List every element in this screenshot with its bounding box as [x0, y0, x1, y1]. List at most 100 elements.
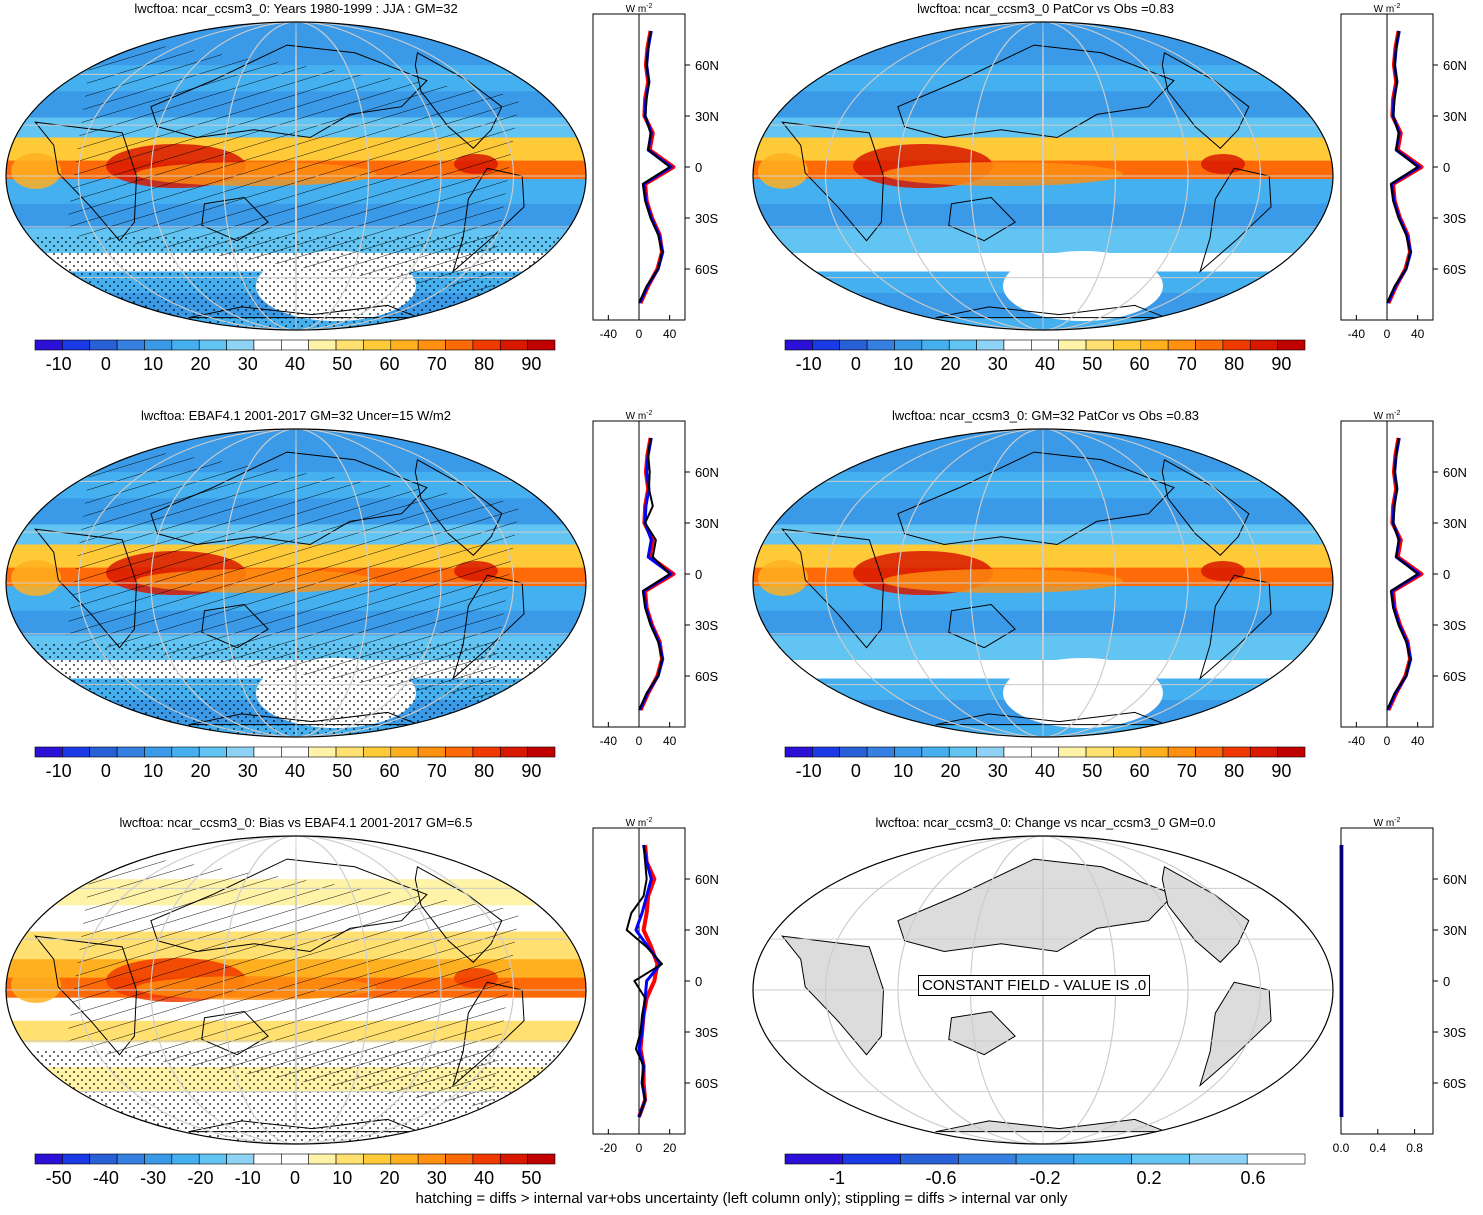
- map-border: [5, 21, 587, 331]
- africa-hot: [11, 967, 61, 1003]
- colorbar-swatch: [226, 339, 255, 351]
- colorbar-swatch: [253, 1153, 282, 1165]
- panel-2-title: lwcftoa: ncar_ccsm3_0 PatCor vs Obs =0.8…: [917, 1, 1174, 16]
- map-border: [5, 428, 587, 738]
- colorbar-tick-label: 10: [143, 354, 163, 374]
- colorbar-swatch: [1189, 1153, 1248, 1165]
- profile-line-model: [638, 437, 671, 711]
- colorbar-swatch: [198, 1153, 227, 1165]
- colorbar-tick-label: 80: [1224, 354, 1244, 374]
- profile-line-model: [1386, 437, 1419, 711]
- continent-outline: [1199, 981, 1272, 1087]
- profile-x-label: 40: [663, 327, 677, 341]
- colorbar-tick-label: -50: [46, 1168, 72, 1188]
- colorbar-tick-label: 30: [238, 354, 258, 374]
- colorbar-swatch: [812, 746, 841, 758]
- colorbar-swatch: [445, 746, 474, 758]
- colorbar-swatch: [62, 339, 91, 351]
- profile-x-label: 0.0: [1333, 1141, 1350, 1155]
- colorbar-swatch: [1167, 339, 1196, 351]
- graticule-lon: [825, 429, 1261, 737]
- colorbar-swatch: [1246, 1153, 1306, 1165]
- profile-lat-label: 30S: [695, 211, 718, 226]
- profile-lat-label: 0: [1443, 567, 1450, 582]
- continent-outline: [897, 451, 1175, 546]
- colorbar-tick-label: -10: [46, 761, 72, 781]
- graticule-lon: [897, 22, 1189, 330]
- profile-x-label: 0: [636, 734, 643, 748]
- graticule-lon: [295, 836, 297, 1144]
- continent-outline: [948, 1011, 1016, 1056]
- colorbar-swatch: [198, 339, 227, 351]
- colorbar-swatch: [784, 746, 813, 758]
- profile-lat-label: 0: [695, 974, 702, 989]
- colorbar-swatch: [171, 339, 200, 351]
- colorbar-swatch: [1277, 746, 1306, 758]
- colorbar-swatch: [281, 339, 309, 351]
- colorbar-swatch: [472, 746, 501, 758]
- map-field: [753, 22, 1333, 330]
- colorbar-swatch: [116, 339, 145, 351]
- colorbar-tick-label: 0: [101, 761, 111, 781]
- profile-x-label: -20: [600, 1141, 618, 1155]
- profile-lat-label: 60N: [1443, 58, 1467, 73]
- profile-6: 60N 30N 0 30S 60S 0.0 0.4 0.8 W m-2: [1333, 817, 1467, 1155]
- profile-lat-label: 60N: [695, 58, 719, 73]
- colorbar-swatch: [1058, 339, 1087, 351]
- colorbar-tick-label: -10: [235, 1168, 261, 1188]
- continent-outline: [1161, 459, 1250, 556]
- profile-units: W m-2: [626, 410, 653, 422]
- continent-outline: [948, 197, 1016, 242]
- colorbar-swatch: [976, 746, 1005, 758]
- profile-lat-label: 60S: [1443, 1076, 1466, 1091]
- colorbar-swatch: [1222, 339, 1251, 351]
- continent-outline: [1199, 167, 1272, 273]
- colorbar-swatch: [921, 339, 950, 351]
- colorbar-tick-label: 20: [940, 761, 960, 781]
- africa-hot: [11, 560, 61, 596]
- colorbar-swatch: [335, 1153, 364, 1165]
- profile-lat-label: 0: [1443, 160, 1450, 175]
- colorbar-tick-label: 90: [1271, 761, 1291, 781]
- colorbar-tick-label: 0.2: [1136, 1168, 1161, 1188]
- colorbar-swatch: [62, 1153, 91, 1165]
- colorbar-swatch: [1140, 339, 1169, 351]
- profile-lat-label: 0: [1443, 974, 1450, 989]
- profile-lat-label: 30S: [1443, 618, 1466, 633]
- profile-lat-label: 30N: [1443, 516, 1467, 531]
- colorbar-tick-label: 20: [190, 354, 210, 374]
- colorbar-tick-label: 60: [1130, 354, 1150, 374]
- colorbar-swatch: [527, 339, 556, 351]
- colorbar-swatch: [253, 746, 282, 758]
- colorbar-swatch: [866, 339, 895, 351]
- profile-line-model: [638, 30, 671, 304]
- colorbar-swatch: [308, 339, 337, 351]
- profile-2: 60N 30N 0 30S 60S -40 0 40 W m-2: [1340, 3, 1467, 341]
- colorbar-tick-label: 30: [238, 761, 258, 781]
- africa-hot: [11, 153, 61, 189]
- colorbar-swatch: [472, 339, 501, 351]
- profile-x-label: 0: [636, 327, 643, 341]
- profile-x-label: 0: [636, 1141, 643, 1155]
- colorbar-swatch: [144, 339, 173, 351]
- profile-x-label: -40: [1348, 327, 1366, 341]
- profile-lat-label: 60S: [695, 669, 718, 684]
- profile-lat-label: 60S: [1443, 669, 1466, 684]
- colorbar-swatch: [1003, 746, 1032, 758]
- itcz-band: [883, 162, 1123, 186]
- colorbar-swatch: [89, 1153, 118, 1165]
- continent-outline: [948, 604, 1016, 649]
- profile-lat-label: 60S: [695, 262, 718, 277]
- colorbar-swatch: [363, 1153, 392, 1165]
- profile-lat-label: 30N: [695, 109, 719, 124]
- colorbar-tick-label: -40: [93, 1168, 119, 1188]
- colorbar-swatch: [335, 746, 364, 758]
- profile-x-label: 0: [1384, 327, 1391, 341]
- colorbar-swatch: [34, 339, 63, 351]
- colorbar-tick-label: 80: [1224, 761, 1244, 781]
- colorbar-swatch: [417, 746, 446, 758]
- colorbar-swatch: [900, 1153, 959, 1165]
- profile-line-model: [625, 844, 663, 1118]
- graticule-lon: [78, 836, 514, 1144]
- colorbar-swatch: [527, 1153, 556, 1165]
